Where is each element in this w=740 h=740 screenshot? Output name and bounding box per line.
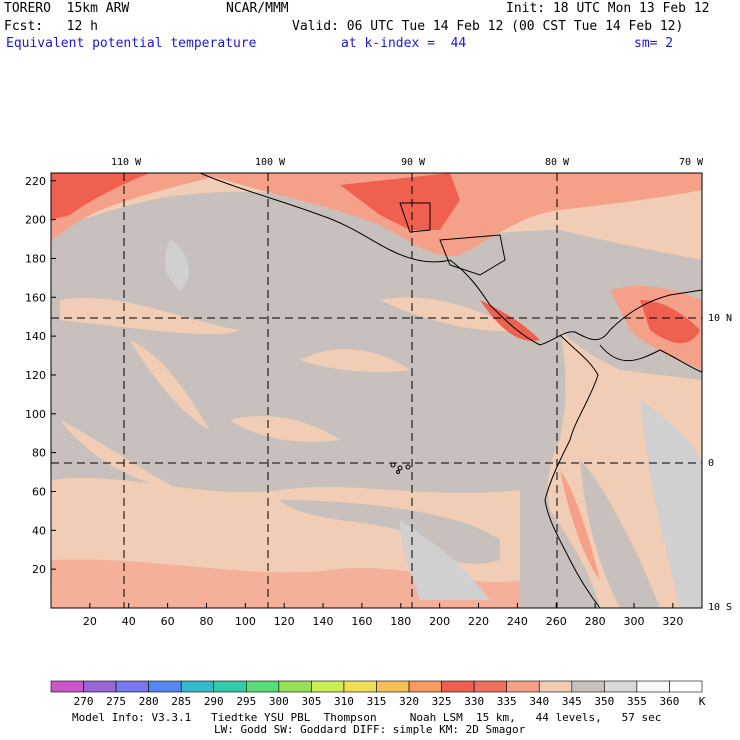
model-info: Model Info: V3.3.1 Tiedtke YSU PBL Thomp… <box>72 711 662 724</box>
colorbar-label: 350 <box>594 695 615 708</box>
colorbar-swatch <box>148 680 182 693</box>
colorbar-label: 280 <box>138 695 159 708</box>
x-tick-label: 160 <box>351 615 372 628</box>
x-tick-label: 180 <box>390 615 411 628</box>
lon-label-90w: 90 W <box>400 157 426 168</box>
colorbar-label: 340 <box>529 695 550 708</box>
colorbar-label: 270 <box>73 695 94 708</box>
coastlines <box>199 172 703 609</box>
colorbar-swatch <box>213 680 247 693</box>
x-tick-label: 80 <box>199 615 213 628</box>
x-tick-label: 260 <box>546 615 567 628</box>
colorbar-swatch <box>343 680 377 693</box>
y-tick-label: 20 <box>32 563 46 576</box>
valid-time: Valid: 06 UTC Tue 14 Feb 12 (00 CST Tue … <box>292 19 684 34</box>
colorbar-swatch <box>506 680 540 693</box>
colorbar-swatch <box>441 680 475 693</box>
colorbar-label: 330 <box>464 695 485 708</box>
colorbar-label: 360 <box>659 695 680 708</box>
lon-label-80w: 80 W <box>544 157 570 168</box>
lon-label-110w: 110 W <box>110 157 142 168</box>
level-info: at k-index = 44 <box>341 36 467 51</box>
graticule <box>51 173 702 608</box>
y-tick-label: 180 <box>25 252 46 265</box>
physics-info: LW: Godd SW: Goddard DIFF: simple KM: 2D… <box>214 723 526 736</box>
colorbar-swatch <box>50 680 84 693</box>
y-tick-label: 60 <box>32 485 46 498</box>
y-tick-label: 80 <box>32 447 46 460</box>
lon-label-100w: 100 W <box>254 157 286 168</box>
colorbar-swatch <box>669 680 703 693</box>
colorbar-swatch <box>604 680 638 693</box>
colorbar-label: 295 <box>236 695 257 708</box>
x-tick-label: 320 <box>662 615 683 628</box>
lat-label-eq: 0 <box>708 458 715 469</box>
colorbar-label: 310 <box>334 695 354 708</box>
forecast-hour: Fcst: 12 h <box>4 19 98 34</box>
lat-label-10s: 10 S <box>708 602 733 613</box>
y-tick-label: 40 <box>32 524 46 537</box>
colorbar-swatch <box>473 680 507 693</box>
lon-label-70w: 70 W <box>678 157 704 168</box>
model-title: TORERO 15km ARW <box>4 1 130 16</box>
x-axis-ticks: 20 40 60 80 100 120 140 160 180 200 220 240 260 280 30… <box>83 603 683 628</box>
y-tick-label: 160 <box>25 291 46 304</box>
x-tick-label: 20 <box>83 615 97 628</box>
y-tick-label: 200 <box>25 214 46 227</box>
init-time: Init: 18 UTC Mon 13 Feb 12 <box>506 1 710 16</box>
x-tick-label: 140 <box>313 615 334 628</box>
colorbar-swatch <box>538 680 573 693</box>
x-tick-label: 240 <box>507 615 528 628</box>
colorbar-label: 315 <box>366 695 387 708</box>
colorbar-swatch <box>408 680 442 693</box>
theta-e-field <box>51 173 702 608</box>
map-frame <box>50 172 703 609</box>
y-tick-label: 220 <box>25 175 46 188</box>
colorbar-swatch <box>83 680 117 693</box>
colorbar-swatch <box>376 680 410 693</box>
colorbar-label: 335 <box>496 695 517 708</box>
colorbar-swatch <box>115 680 149 693</box>
x-tick-label: 120 <box>274 615 295 628</box>
colorbar-label: 290 <box>203 695 224 708</box>
colorbar-swatch <box>311 680 345 693</box>
colorbar-swatch <box>571 680 605 693</box>
colorbar-swatch <box>180 680 215 693</box>
x-tick-label: 220 <box>468 615 489 628</box>
colorbar-label: 355 <box>626 695 647 708</box>
x-tick-label: 60 <box>161 615 175 628</box>
y-tick-label: 100 <box>25 408 46 421</box>
colorbar-label: 325 <box>431 695 452 708</box>
colorbar-label: 285 <box>171 695 192 708</box>
colorbar-swatch <box>278 680 312 693</box>
y-tick-label: 120 <box>25 369 46 382</box>
x-tick-label: 280 <box>585 615 606 628</box>
field-name: Equivalent potential temperature <box>6 36 257 51</box>
x-tick-label: 40 <box>122 615 136 628</box>
center-name: NCAR/MMM <box>226 1 289 16</box>
x-tick-label: 100 <box>235 615 256 628</box>
colorbar-label: 275 <box>106 695 127 708</box>
y-axis-ticks: 20 40 60 80 100 120 140 160 180 200 220 <box>25 175 56 576</box>
colorbar-swatch <box>246 680 280 693</box>
colorbar-label: 300 <box>268 695 289 708</box>
colorbar-label: 305 <box>301 695 322 708</box>
x-tick-label: 200 <box>429 615 450 628</box>
lat-label-10n: 10 N <box>708 313 733 324</box>
x-tick-label: 300 <box>623 615 644 628</box>
colorbar <box>50 680 703 693</box>
smoothing-info: sm= 2 <box>634 36 674 51</box>
colorbar-label: 345 <box>561 695 582 708</box>
y-tick-label: 140 <box>25 330 46 343</box>
colorbar-swatch <box>636 680 670 693</box>
colorbar-label: 320 <box>399 695 419 708</box>
colorbar-unit: K <box>698 695 706 708</box>
